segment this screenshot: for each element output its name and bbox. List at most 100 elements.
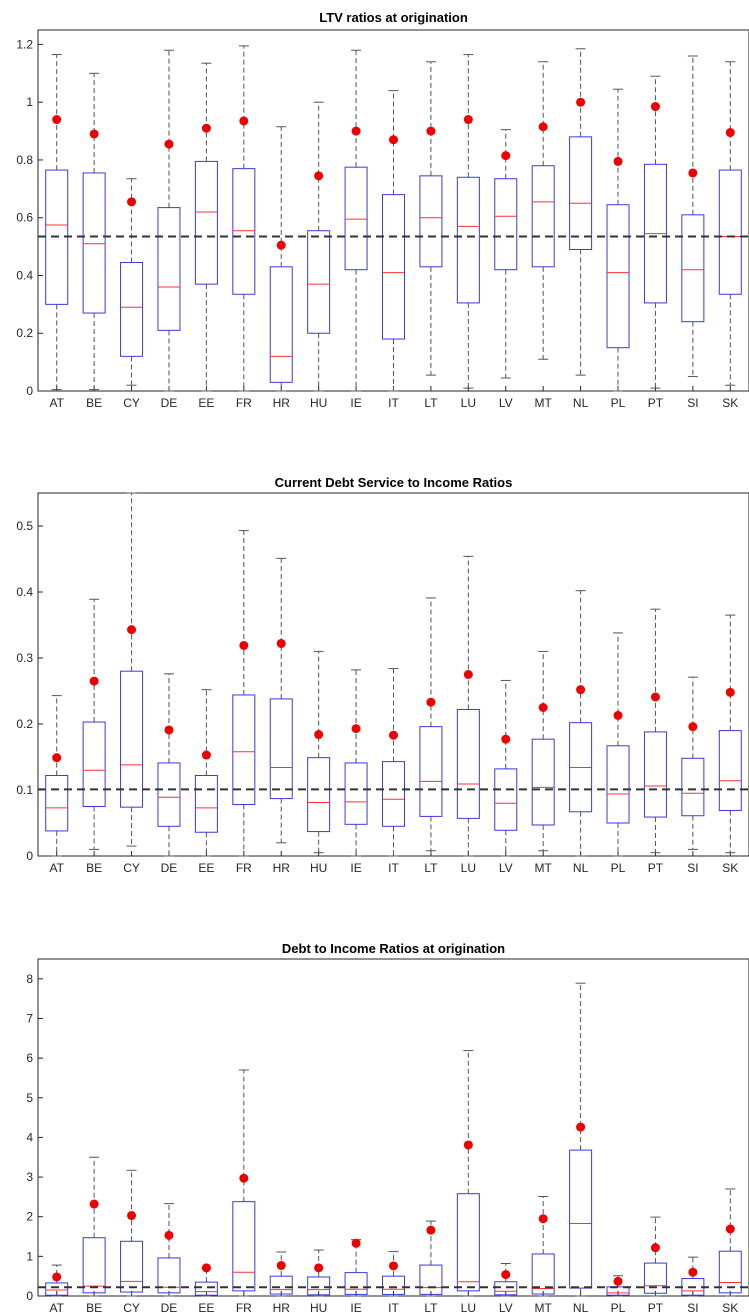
x-tick-label: AT xyxy=(49,1301,64,1315)
x-tick-label: LT xyxy=(424,396,438,410)
mean-marker xyxy=(164,1230,174,1240)
iqr-box xyxy=(419,1264,443,1295)
box-ie: IE xyxy=(344,49,368,410)
box-si: SI xyxy=(681,55,705,410)
box-be: BE xyxy=(82,598,106,875)
mean-marker xyxy=(426,126,436,136)
iqr-box xyxy=(232,168,256,295)
box-hu: HU xyxy=(307,650,331,875)
iqr-box xyxy=(157,762,181,827)
iqr-box xyxy=(344,1272,368,1295)
iqr-box xyxy=(307,1276,331,1296)
iqr-box xyxy=(606,204,630,349)
iqr-box xyxy=(456,708,480,819)
x-tick-label: BE xyxy=(86,1301,102,1315)
x-tick-label: MT xyxy=(535,861,553,875)
mean-marker xyxy=(389,1261,398,1271)
x-tick-label: NL xyxy=(573,396,589,410)
mean-marker xyxy=(688,168,698,178)
iqr-box xyxy=(419,726,443,817)
chart-title: Current Debt Service to Income Ratios xyxy=(275,475,513,490)
mean-marker xyxy=(201,123,211,133)
box-nl: NL xyxy=(569,48,593,410)
box-cy: CY xyxy=(120,492,144,875)
box-hu: HU xyxy=(307,101,331,410)
x-tick-label: IT xyxy=(388,1301,399,1315)
mean-marker xyxy=(389,135,398,145)
x-tick-label: SI xyxy=(687,1301,698,1315)
x-tick-label: EE xyxy=(198,1301,214,1315)
y-tick-label: 8 xyxy=(26,972,33,986)
mean-marker xyxy=(239,116,249,126)
iqr-box xyxy=(82,172,106,314)
mean-marker xyxy=(463,670,473,679)
box-fr: FR xyxy=(232,45,256,410)
x-tick-label: HU xyxy=(310,861,327,875)
x-tick-label: CY xyxy=(123,861,140,875)
x-tick-label: PT xyxy=(648,861,664,875)
iqr-box xyxy=(120,261,144,357)
mean-marker xyxy=(725,128,735,138)
y-tick-label: 2 xyxy=(26,1210,33,1224)
iqr-box xyxy=(232,1201,256,1292)
iqr-box xyxy=(382,1275,405,1295)
y-tick-label: 0.4 xyxy=(16,268,33,282)
box-de: DE xyxy=(157,673,181,875)
mean-marker xyxy=(314,1263,324,1273)
box-at: AT xyxy=(45,695,69,875)
y-tick-label: 0.8 xyxy=(16,153,33,167)
x-tick-label: SI xyxy=(687,396,698,410)
y-tick-label: 6 xyxy=(26,1051,33,1065)
x-tick-label: BE xyxy=(86,396,102,410)
box-nl: NL xyxy=(569,590,593,875)
box-pl: PL xyxy=(606,1275,630,1315)
box-hr: HR xyxy=(269,1251,293,1315)
x-tick-label: HU xyxy=(310,396,327,410)
mean-marker xyxy=(239,640,249,650)
iqr-box xyxy=(419,175,443,268)
mean-marker xyxy=(127,197,137,207)
iqr-box xyxy=(606,1286,630,1296)
box-at: AT xyxy=(45,1264,69,1315)
box-si: SI xyxy=(681,1256,705,1315)
iqr-box xyxy=(232,694,256,806)
x-tick-label: LU xyxy=(461,861,476,875)
x-tick-label: SK xyxy=(722,861,738,875)
box-pt: PT xyxy=(643,75,667,410)
x-tick-label: PL xyxy=(611,1301,626,1315)
box-pt: PT xyxy=(643,1216,667,1315)
x-tick-label: FR xyxy=(236,396,252,410)
iqr-box xyxy=(681,214,705,323)
iqr-box xyxy=(606,745,630,824)
iqr-box xyxy=(82,1237,106,1294)
box-be: BE xyxy=(82,1156,106,1315)
iqr-box xyxy=(194,1281,218,1296)
mean-marker xyxy=(576,1122,586,1132)
x-tick-label: MT xyxy=(535,1301,553,1315)
box-it: IT xyxy=(382,1251,405,1315)
box-si: SI xyxy=(681,676,705,875)
mean-marker xyxy=(89,1199,99,1209)
box-pl: PL xyxy=(606,632,630,875)
iqr-box xyxy=(382,194,405,340)
mean-marker xyxy=(89,676,99,686)
iqr-box xyxy=(718,169,742,295)
iqr-box xyxy=(456,176,480,304)
box-hr: HR xyxy=(269,557,293,875)
x-tick-label: MT xyxy=(535,396,553,410)
y-tick-label: 0 xyxy=(26,1289,33,1303)
iqr-box xyxy=(194,774,218,833)
mean-marker xyxy=(239,1173,249,1183)
x-tick-label: PT xyxy=(648,1301,664,1315)
iqr-box xyxy=(494,178,518,271)
x-tick-label: EE xyxy=(198,861,214,875)
box-pt: PT xyxy=(643,608,667,875)
mean-marker xyxy=(314,171,324,181)
x-tick-label: AT xyxy=(49,396,64,410)
mean-marker xyxy=(725,687,735,697)
iqr-box xyxy=(456,1193,480,1292)
iqr-box xyxy=(531,1253,555,1295)
box-ee: EE xyxy=(194,62,218,410)
chart-title: Debt to Income Ratios at origination xyxy=(282,941,505,956)
